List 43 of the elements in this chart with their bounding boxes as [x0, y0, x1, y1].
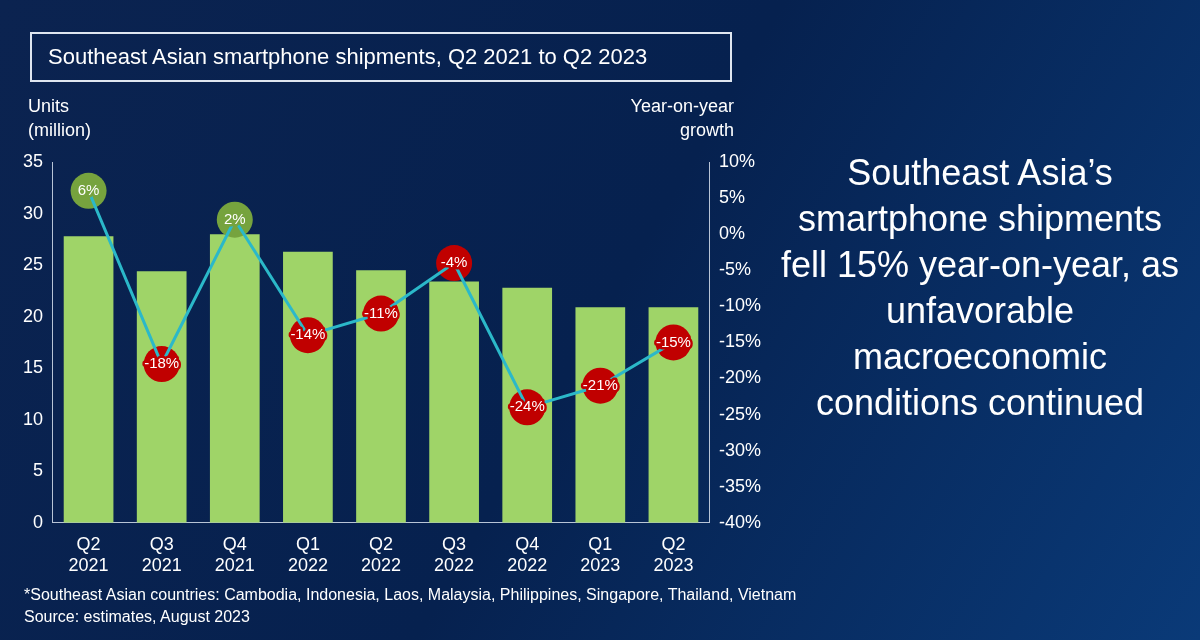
y-tick-label: 25 — [22, 254, 44, 275]
x-tick-label: Q1 2022 — [287, 533, 328, 576]
y-tick-label: 0 — [33, 511, 44, 532]
x-tick-label: Q3 2022 — [434, 533, 475, 576]
x-tick-label: Q2 2023 — [653, 533, 694, 576]
data-label: -4% — [440, 253, 468, 271]
y-tick-label: 5 — [33, 460, 44, 481]
x-tick-label: Q4 2022 — [507, 533, 548, 576]
y2-tick-label: -15% — [718, 331, 762, 352]
data-label: 6% — [77, 181, 100, 198]
data-label: -21% — [582, 375, 618, 393]
y-tick-label: 35 — [22, 150, 44, 171]
data-label: -11% — [364, 303, 398, 321]
y2-axis-title: Year-on-year growth — [629, 95, 734, 142]
y2-tick-label: -25% — [718, 403, 762, 424]
data-label: -18% — [144, 354, 180, 372]
x-tick-label: Q1 2023 — [580, 533, 621, 576]
y-tick-label: 20 — [22, 305, 44, 326]
y2-tick-label: 10% — [718, 150, 756, 171]
y2-tick-label: -30% — [718, 439, 762, 460]
text: *Southeast Asian countries: Cambodia, Indonesia, Laos, Malaysia, Philippines, Singapore, Thailand, Vietnam — [24, 586, 797, 604]
x-tick-label: Q3 2021 — [141, 533, 182, 576]
source-note: Source: estimates, August 2023 — [24, 608, 250, 626]
y2-tick-label: -20% — [718, 367, 762, 388]
y2-tick-label: -5% — [718, 259, 751, 280]
y2-tick-label: 0% — [718, 223, 745, 244]
y-tick-label: 10 — [22, 408, 44, 429]
y-axis-title: Units (million) — [28, 95, 92, 142]
y2-tick-label: -40% — [718, 511, 762, 532]
y-tick-label: 15 — [22, 357, 44, 378]
y2-tick-label: 5% — [718, 187, 745, 208]
data-label: -14% — [290, 325, 326, 343]
data-label: 2% — [223, 209, 246, 227]
y2-tick-label: -35% — [718, 475, 762, 496]
x-tick-label: Q4 2021 — [214, 533, 255, 576]
x-tick-label: Q2 2021 — [68, 533, 109, 576]
y-tick-label: 30 — [22, 202, 44, 223]
data-label: -15% — [655, 332, 691, 350]
text: Southeast Asia’s smartphone shipments fell 15% year-on-year, as unfavorable macroeconomic conditions continued — [779, 151, 1181, 425]
x-tick-label: Q2 2022 — [360, 533, 402, 576]
chart-title: Southeast Asian smartphone shipments, Q2 2021 to Q2 2023 — [30, 32, 732, 82]
data-label: -24% — [509, 397, 545, 415]
y2-tick-label: -10% — [718, 295, 762, 316]
